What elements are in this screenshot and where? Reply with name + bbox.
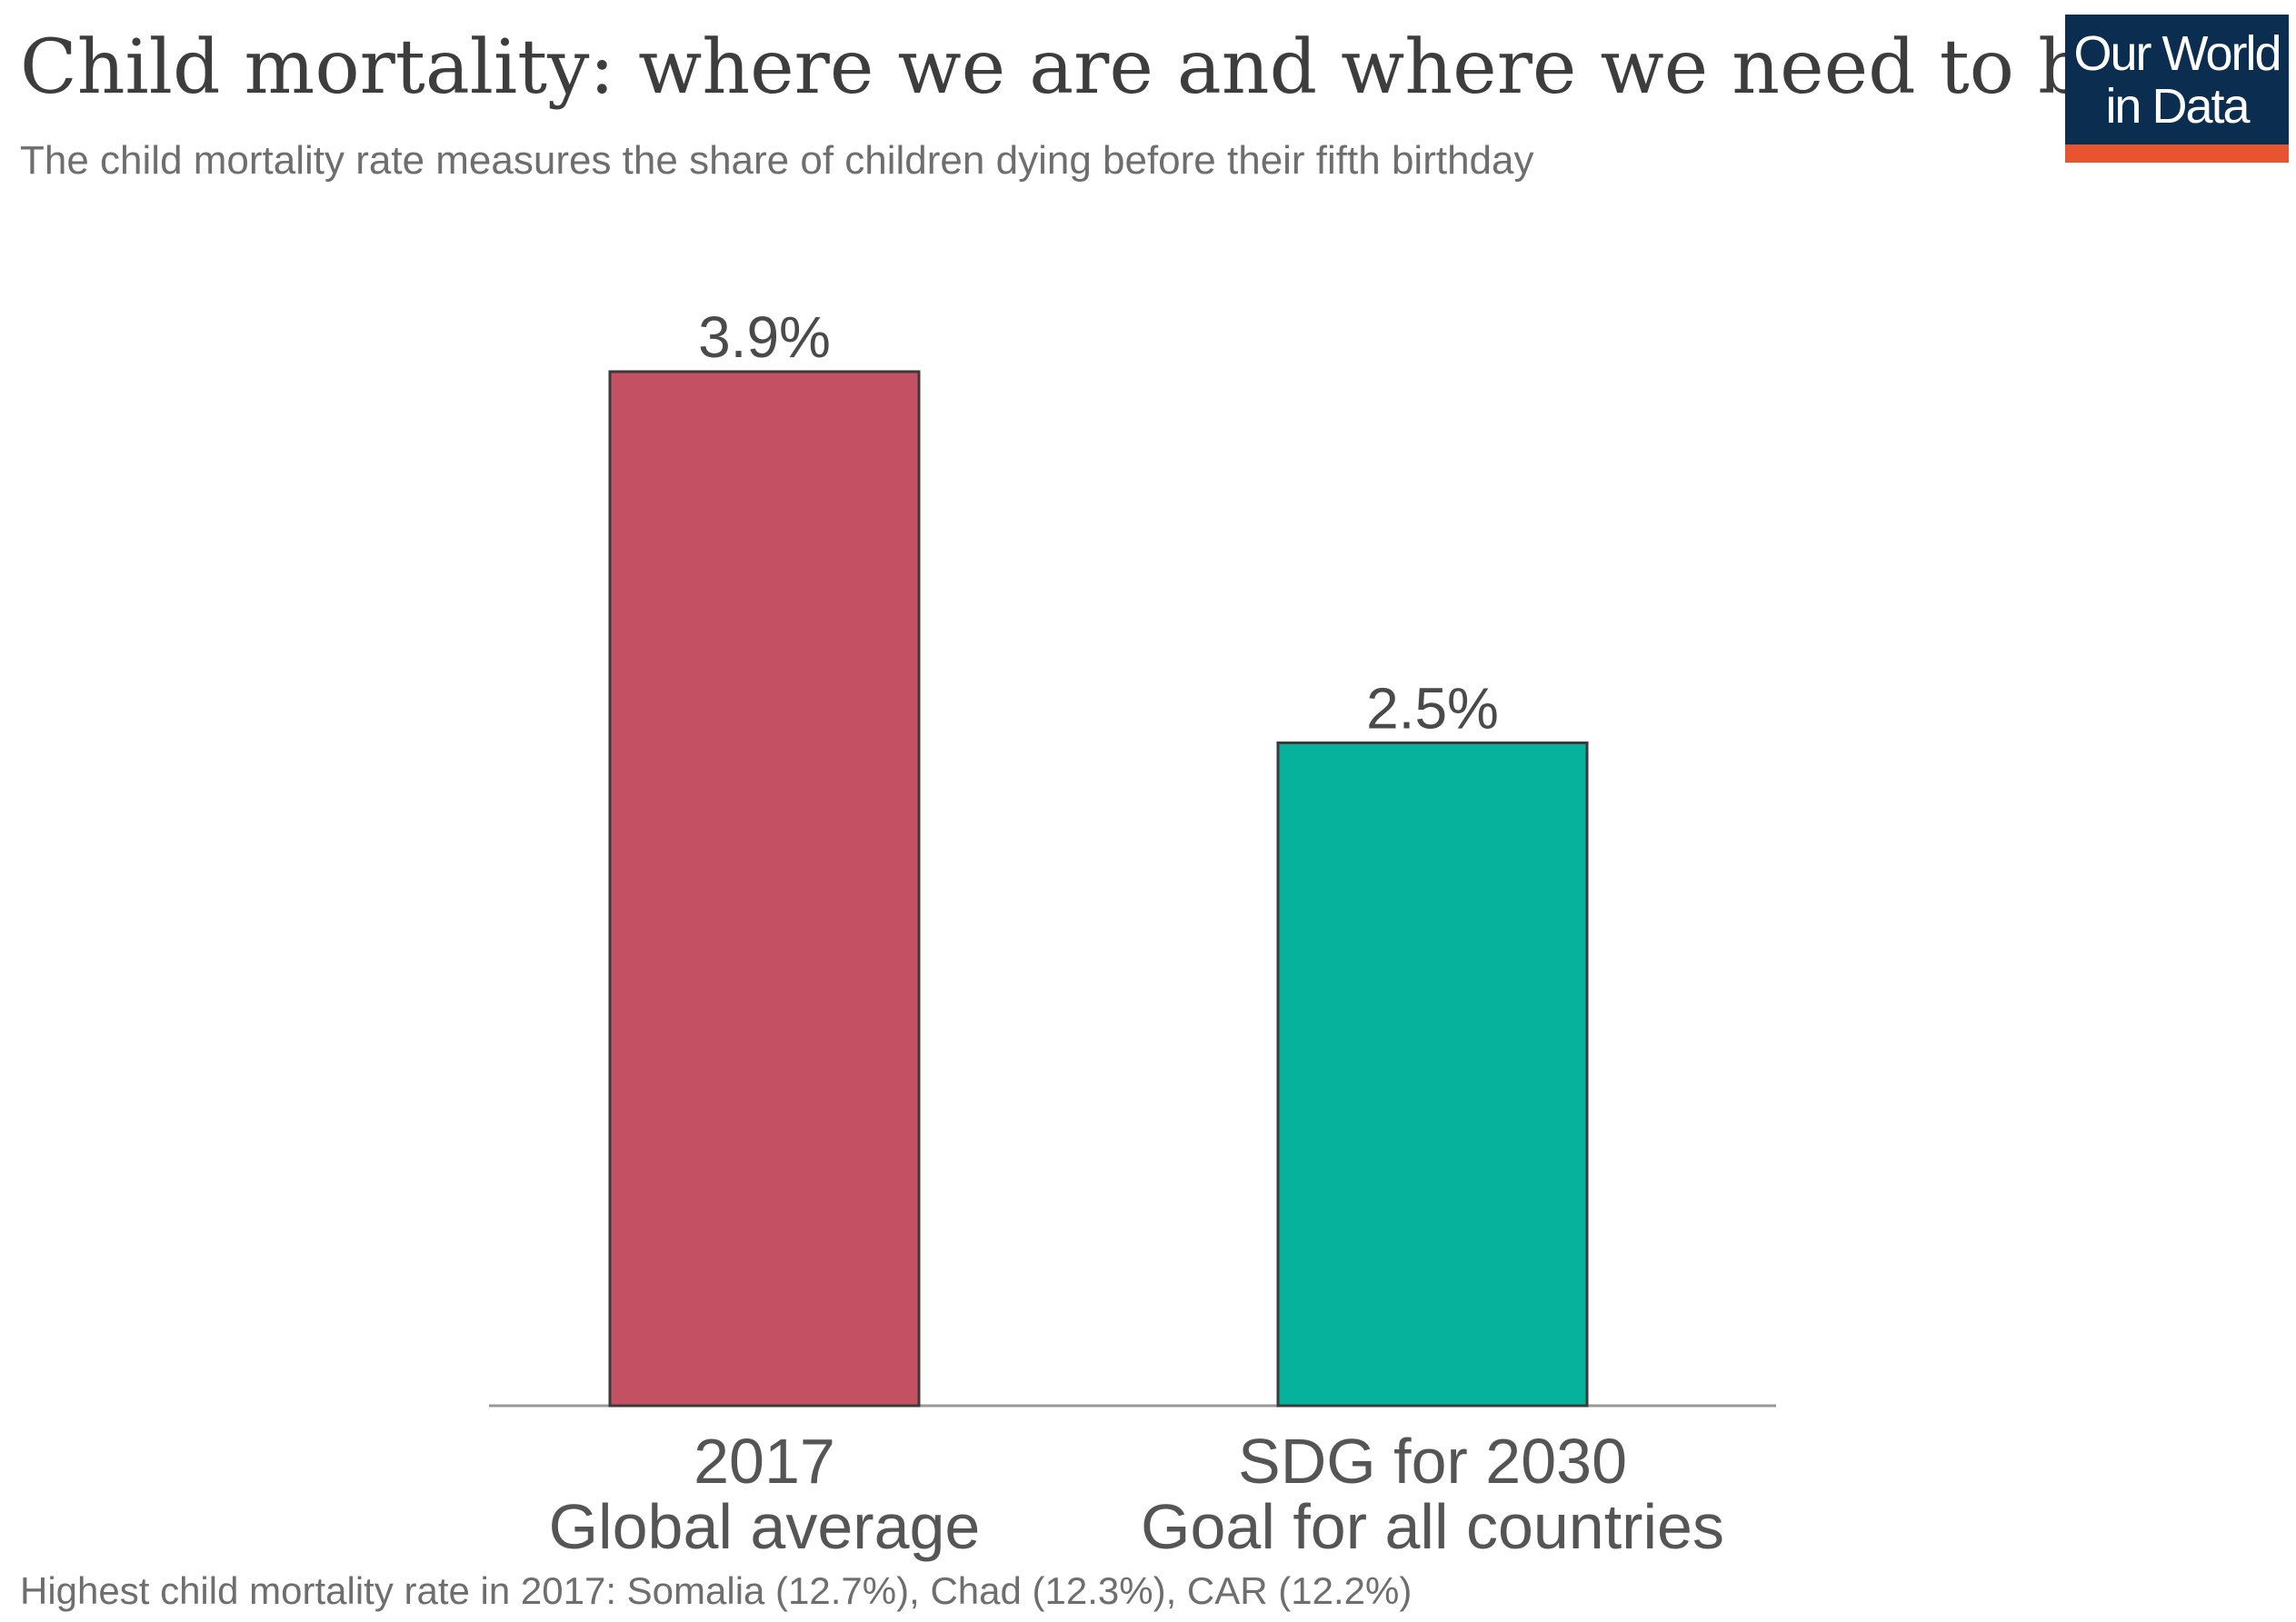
category-label-2-line-2: Goal for all countries — [1141, 1491, 1724, 1562]
value-label-1: 3.9% — [698, 304, 831, 370]
logo-line-2: in Data — [2105, 79, 2250, 134]
bar-2 — [1276, 741, 1589, 1408]
category-label-2-line-1: SDG for 2030 — [1238, 1426, 1627, 1497]
category-label-1-line-2: Global average — [549, 1491, 981, 1562]
chart-title: Child mortality: where we are and where … — [20, 25, 2131, 111]
bars-group — [608, 370, 1589, 1408]
value-label-2: 2.5% — [1366, 676, 1499, 741]
logo-line-1: Our World — [2073, 26, 2281, 81]
owid-logo[interactable]: Our World in Data — [2065, 15, 2289, 163]
footnote: Highest child mortality rate in 2017: So… — [20, 1569, 1413, 1612]
category-label-1-line-1: 2017 — [694, 1426, 835, 1497]
bar-1 — [608, 370, 921, 1408]
chart-subtitle: The child mortality rate measures the sh… — [20, 138, 1534, 183]
